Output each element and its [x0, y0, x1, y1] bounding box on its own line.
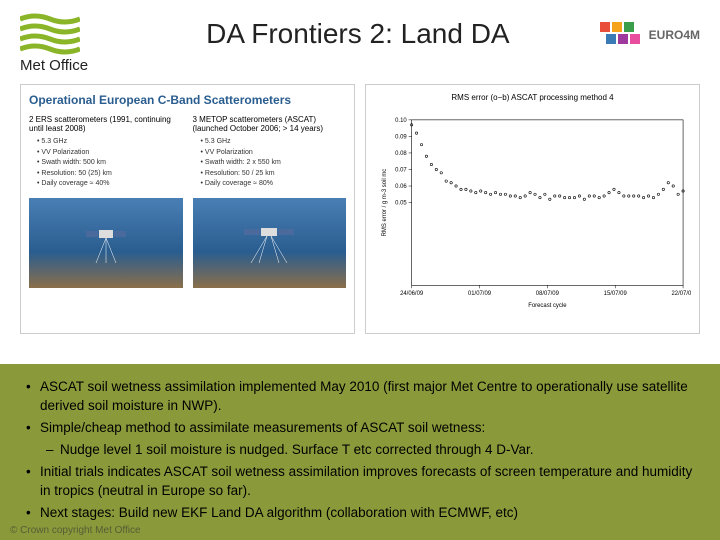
list-item: VV Polarization	[201, 148, 347, 159]
rms-chart: 0.05 0.06 0.07 0.08 0.09 0.10 24/06/09 01/07/09…	[374, 106, 691, 316]
squares-icon	[598, 20, 643, 50]
content-row: Operational European C-Band Scatteromete…	[0, 79, 720, 339]
met-office-logo: Met Office	[20, 10, 88, 74]
svg-text:Forecast cycle: Forecast cycle	[528, 303, 567, 309]
bullet-section: ASCAT soil wetness assimilation implemen…	[0, 364, 720, 540]
svg-text:22/07/09: 22/07/09	[672, 291, 691, 297]
met-office-text: Met Office	[20, 57, 88, 74]
panel-left-title: Operational European C-Band Scatteromete…	[29, 93, 346, 107]
bullet-4: Next stages: Build new EKF Land DA algor…	[20, 504, 700, 522]
list-item: 5.3 GHz	[37, 137, 183, 148]
euro4m-logo: EURO4M	[598, 20, 700, 50]
svg-text:0.06: 0.06	[395, 184, 407, 190]
waves-icon	[20, 10, 80, 55]
list-item: Swath width: 500 km	[37, 158, 183, 169]
list-item: Daily coverage ≈ 80%	[201, 179, 347, 190]
ers-title: 2 ERS scatterometers (1991, continuing u…	[29, 115, 183, 133]
list-item: Swath width: 2 x 550 km	[201, 158, 347, 169]
header: Met Office DA Frontiers 2: Land DA EURO4…	[0, 0, 720, 79]
list-item: Daily coverage ≈ 40%	[37, 179, 183, 190]
euro4m-text: EURO4M	[649, 28, 700, 42]
svg-text:15/07/09: 15/07/09	[604, 291, 628, 297]
ers-satellite-image	[29, 198, 183, 288]
list-item: 5.3 GHz	[201, 137, 347, 148]
svg-text:RMS error / g m-3 soil mc: RMS error / g m-3 soil mc	[382, 169, 388, 237]
svg-text:24/06/09: 24/06/09	[400, 291, 424, 297]
panel-columns: 2 ERS scatterometers (1991, continuing u…	[29, 115, 346, 288]
bullet-1: ASCAT soil wetness assimilation implemen…	[20, 378, 700, 414]
chart-area: 0.05 0.06 0.07 0.08 0.09 0.10 24/06/09 01/07/09…	[374, 106, 691, 316]
chart-panel: RMS error (o−b) ASCAT processing method …	[365, 84, 700, 334]
list-item: Resolution: 50 (25) km	[37, 169, 183, 180]
svg-text:0.08: 0.08	[395, 151, 407, 157]
bullet-2a: Nudge level 1 soil moisture is nudged. S…	[20, 441, 700, 459]
copyright: © Crown copyright Met Office	[10, 525, 141, 536]
svg-text:0.09: 0.09	[395, 134, 407, 140]
scatterometer-panel: Operational European C-Band Scatteromete…	[20, 84, 355, 334]
satellite-icon	[81, 218, 131, 268]
bullet-list: ASCAT soil wetness assimilation implemen…	[20, 378, 700, 522]
slide: Met Office DA Frontiers 2: Land DA EURO4…	[0, 0, 720, 540]
list-item: VV Polarization	[37, 148, 183, 159]
ascat-satellite-image	[193, 198, 347, 288]
chart-title: RMS error (o−b) ASCAT processing method …	[374, 93, 691, 102]
ascat-column: 3 METOP scatterometers (ASCAT) (launched…	[193, 115, 347, 288]
slide-title: DA Frontiers 2: Land DA	[118, 18, 598, 50]
list-item: Resolution: 50 / 25 km	[201, 169, 347, 180]
bullet-2: Simple/cheap method to assimilate measur…	[20, 419, 700, 437]
svg-text:01/07/09: 01/07/09	[468, 291, 492, 297]
ascat-list: 5.3 GHzVV PolarizationSwath width: 2 x 5…	[193, 137, 347, 190]
svg-text:0.07: 0.07	[395, 167, 407, 173]
svg-text:0.10: 0.10	[395, 118, 407, 124]
svg-text:08/07/09: 08/07/09	[536, 291, 560, 297]
bullet-3: Initial trials indicates ASCAT soil wetn…	[20, 463, 700, 499]
ers-column: 2 ERS scatterometers (1991, continuing u…	[29, 115, 183, 288]
satellite-icon	[239, 218, 299, 268]
ers-list: 5.3 GHzVV PolarizationSwath width: 500 k…	[29, 137, 183, 190]
ascat-title: 3 METOP scatterometers (ASCAT) (launched…	[193, 115, 347, 133]
svg-text:0.05: 0.05	[395, 201, 407, 207]
